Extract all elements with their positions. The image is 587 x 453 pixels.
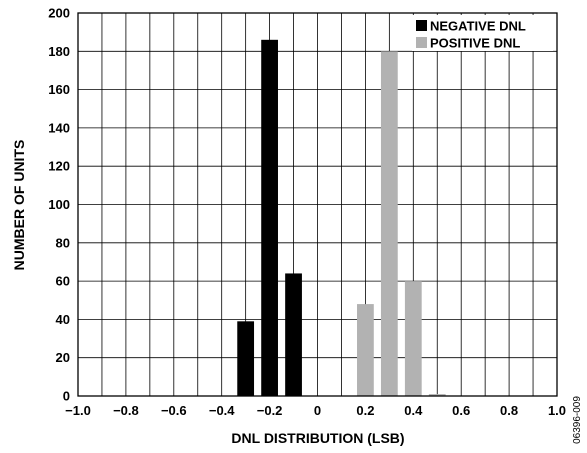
- grid: [78, 13, 557, 396]
- y-tick-label: 200: [48, 6, 70, 21]
- y-tick-label: 160: [48, 82, 70, 97]
- figure-id: 06396-009: [572, 396, 583, 444]
- y-axis-ticks: 0 20 40 60 80 100 120 140 160 180 200: [48, 6, 70, 404]
- x-tick-label: 0.4: [404, 403, 423, 418]
- y-tick-label: 40: [56, 312, 70, 327]
- bar-positive-dnl-3: [428, 394, 446, 396]
- x-axis-ticks: −1.0 −0.8 −0.6 −0.4 −0.2 0 0.2 0.4 0.6 0.8 1.0: [65, 403, 566, 418]
- legend-background: [412, 15, 553, 51]
- x-tick-label: −0.6: [161, 403, 187, 418]
- y-tick-label: 120: [48, 159, 70, 174]
- y-tick-label: 20: [56, 350, 70, 365]
- plot-frame: [77, 12, 558, 397]
- x-tick-label: 0.8: [500, 403, 518, 418]
- legend-swatch: [416, 20, 427, 31]
- x-tick-label: 0.2: [356, 403, 374, 418]
- y-axis-title: NUMBER OF UNITS: [11, 140, 27, 271]
- bars: [237, 39, 446, 397]
- bar-negative-dnl-1: [261, 39, 278, 397]
- y-tick-label: 0: [63, 389, 70, 404]
- y-tick-label: 60: [56, 274, 70, 289]
- x-axis-title: DNL DISTRIBUTION (LSB): [231, 430, 404, 446]
- x-tick-label: −0.4: [209, 403, 235, 418]
- y-tick-label: 140: [48, 120, 70, 135]
- x-tick-label: −0.2: [257, 403, 283, 418]
- y-tick-label: 80: [56, 235, 70, 250]
- legend-label: POSITIVE DNL: [430, 36, 520, 51]
- x-tick-label: 1.0: [548, 403, 566, 418]
- bar-positive-dnl-2: [404, 281, 422, 396]
- legend-label: NEGATIVE DNL: [430, 19, 526, 34]
- bar-negative-dnl-0: [237, 321, 255, 396]
- bar-negative-dnl-2: [285, 273, 302, 396]
- legend: NEGATIVE DNL POSITIVE DNL: [412, 15, 553, 51]
- x-tick-label: −0.8: [113, 403, 139, 418]
- x-tick-label: 0: [314, 403, 321, 418]
- legend-swatch: [416, 37, 427, 48]
- bar-positive-dnl-1: [380, 51, 398, 397]
- bar-positive-dnl-0: [357, 304, 374, 396]
- x-tick-label: −1.0: [65, 403, 91, 418]
- x-tick-label: 0.6: [452, 403, 470, 418]
- y-tick-label: 180: [48, 44, 70, 59]
- y-tick-label: 100: [48, 197, 70, 212]
